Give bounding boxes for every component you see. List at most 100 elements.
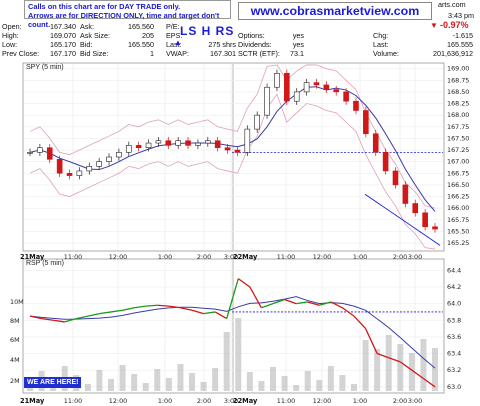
volume-bar — [397, 344, 404, 391]
quote-row: High: 169.070 — [2, 31, 76, 40]
quote-label: Last: — [166, 40, 182, 49]
price-x-tick-label: 11:00 — [64, 253, 82, 261]
quote-row: VWAP: 167.301 — [166, 49, 236, 58]
price-x-tick-label: 2:00 — [393, 253, 407, 261]
volume-bar — [408, 353, 415, 391]
candle-body — [86, 166, 93, 172]
rsi-segment — [99, 311, 112, 315]
price-y-tick-label: 169.00 — [447, 65, 469, 73]
volume-bar — [142, 383, 149, 391]
candle-body — [412, 203, 419, 214]
volume-bar — [108, 379, 114, 391]
price-x-tick-label: 1:00 — [353, 253, 367, 261]
rsi-segment — [134, 305, 146, 309]
candle-body — [274, 73, 280, 88]
quote-col2: Ask: 165.560 Ask Size: 205 Bid: 165.550 Bid… — [80, 22, 154, 62]
volume-bar — [351, 384, 357, 391]
candle-body — [106, 156, 112, 162]
rsi-segment — [261, 303, 274, 309]
volume-bar — [258, 381, 265, 391]
volume-bar — [420, 339, 427, 391]
rsi-segment — [214, 311, 228, 320]
quote-row: Open: 167.340 — [2, 22, 76, 31]
quote-label: Ask Size: — [80, 31, 110, 40]
price-x-tick-label: 12:00 — [109, 253, 127, 261]
quote-value: 1 — [150, 49, 154, 58]
quote-row: Prev Close: 167.170 — [2, 49, 76, 58]
price-y-tick-label: 165.25 — [447, 239, 469, 247]
rsi-segment — [353, 315, 367, 330]
candle-body — [155, 140, 162, 144]
rsi-x-tick-label: 21May — [20, 397, 45, 405]
rsi-x-tick-label: 12:00 — [313, 397, 331, 405]
price-y-tick-label: 166.75 — [447, 169, 469, 177]
quote-row: Ask Size: 205 — [80, 31, 154, 40]
quote-row: EPS: — [166, 31, 236, 40]
volume-bar — [165, 378, 172, 391]
rsi-y-tick-label: 64.2 — [447, 283, 461, 291]
quote-value: 167.301 — [210, 49, 236, 58]
price-y-tick-label: 167.75 — [447, 123, 469, 131]
candle-body — [46, 147, 53, 160]
price-y-tick-label: 166.50 — [447, 181, 469, 189]
price-panel-label: SPY (5 min) — [26, 64, 64, 71]
volume-bar — [200, 382, 207, 391]
quote-value: 201,636,912 — [433, 49, 473, 58]
candle-body — [432, 226, 438, 230]
quote-row: Bid Size: 1 — [80, 49, 154, 58]
volume-tick-label: 8M — [10, 317, 20, 325]
candle-body — [96, 161, 102, 167]
price-y-tick-label: 165.75 — [447, 216, 469, 224]
candle-body — [76, 170, 83, 176]
website-banner[interactable]: www.cobrasmarketview.com — [238, 2, 432, 20]
quote-col5: Chg: -1.615 Last: 165.555 Volume: 201,636,9… — [373, 31, 473, 62]
rsi-segment — [307, 301, 320, 306]
quote-row: Options: yes — [238, 31, 304, 40]
candle-body — [313, 82, 320, 86]
quote-col4: Options: yes Dividends: yes SCTR (ETF): 73.… — [238, 31, 304, 62]
rsi-segment — [122, 307, 135, 311]
volume-bar — [432, 348, 438, 391]
price-y-tick-label: 167.50 — [447, 134, 469, 142]
rsi-segment — [157, 304, 169, 307]
price-y-tick-label: 168.75 — [447, 76, 469, 84]
candle-body — [402, 184, 409, 204]
moving-average-line — [29, 86, 436, 212]
rsi-segment — [249, 286, 262, 309]
quote-label: Dividends: — [238, 40, 272, 49]
quote-label: VWAP: — [166, 49, 189, 58]
price-x-tick-label: 22May — [233, 253, 258, 261]
volume-bar — [154, 369, 161, 391]
candle-body — [303, 82, 310, 93]
rsi-segment — [53, 319, 65, 323]
price-panel-frame — [22, 62, 445, 252]
trend-line — [364, 193, 441, 246]
rsi-x-tick-label: 1:00 — [158, 397, 172, 405]
rsi-segment — [168, 305, 181, 309]
quote-label: SCTR (ETF): — [238, 49, 280, 58]
we-are-here-badge: WE ARE HERE! — [24, 377, 82, 388]
volume-bar — [131, 374, 138, 391]
price-y-tick-label: 166.25 — [447, 193, 469, 201]
candle-body — [382, 152, 389, 172]
volume-bar — [327, 366, 334, 391]
rsi-segment — [399, 361, 413, 371]
volume-bar — [223, 332, 230, 391]
price-y-tick-label: 165.50 — [447, 227, 469, 235]
corner-domain: arts.com — [438, 0, 466, 9]
rsi-segment — [296, 301, 308, 305]
rsi-segment — [272, 298, 285, 305]
quote-value: 167.170 — [50, 49, 76, 58]
candle-body — [254, 114, 260, 130]
price-x-tick-label: 3:00 — [408, 253, 422, 261]
rsi-segment — [203, 311, 216, 315]
candle-body — [125, 145, 132, 153]
quote-label: Prev Close: — [2, 49, 40, 58]
rsi-segment — [180, 307, 193, 311]
price-y-tick-label: 168.00 — [447, 111, 469, 119]
candle-body — [185, 140, 191, 146]
rsi-y-tick-label: 63.6 — [447, 333, 461, 341]
quote-value: 165.555 — [447, 40, 473, 49]
quote-label: Bid: — [80, 40, 93, 49]
